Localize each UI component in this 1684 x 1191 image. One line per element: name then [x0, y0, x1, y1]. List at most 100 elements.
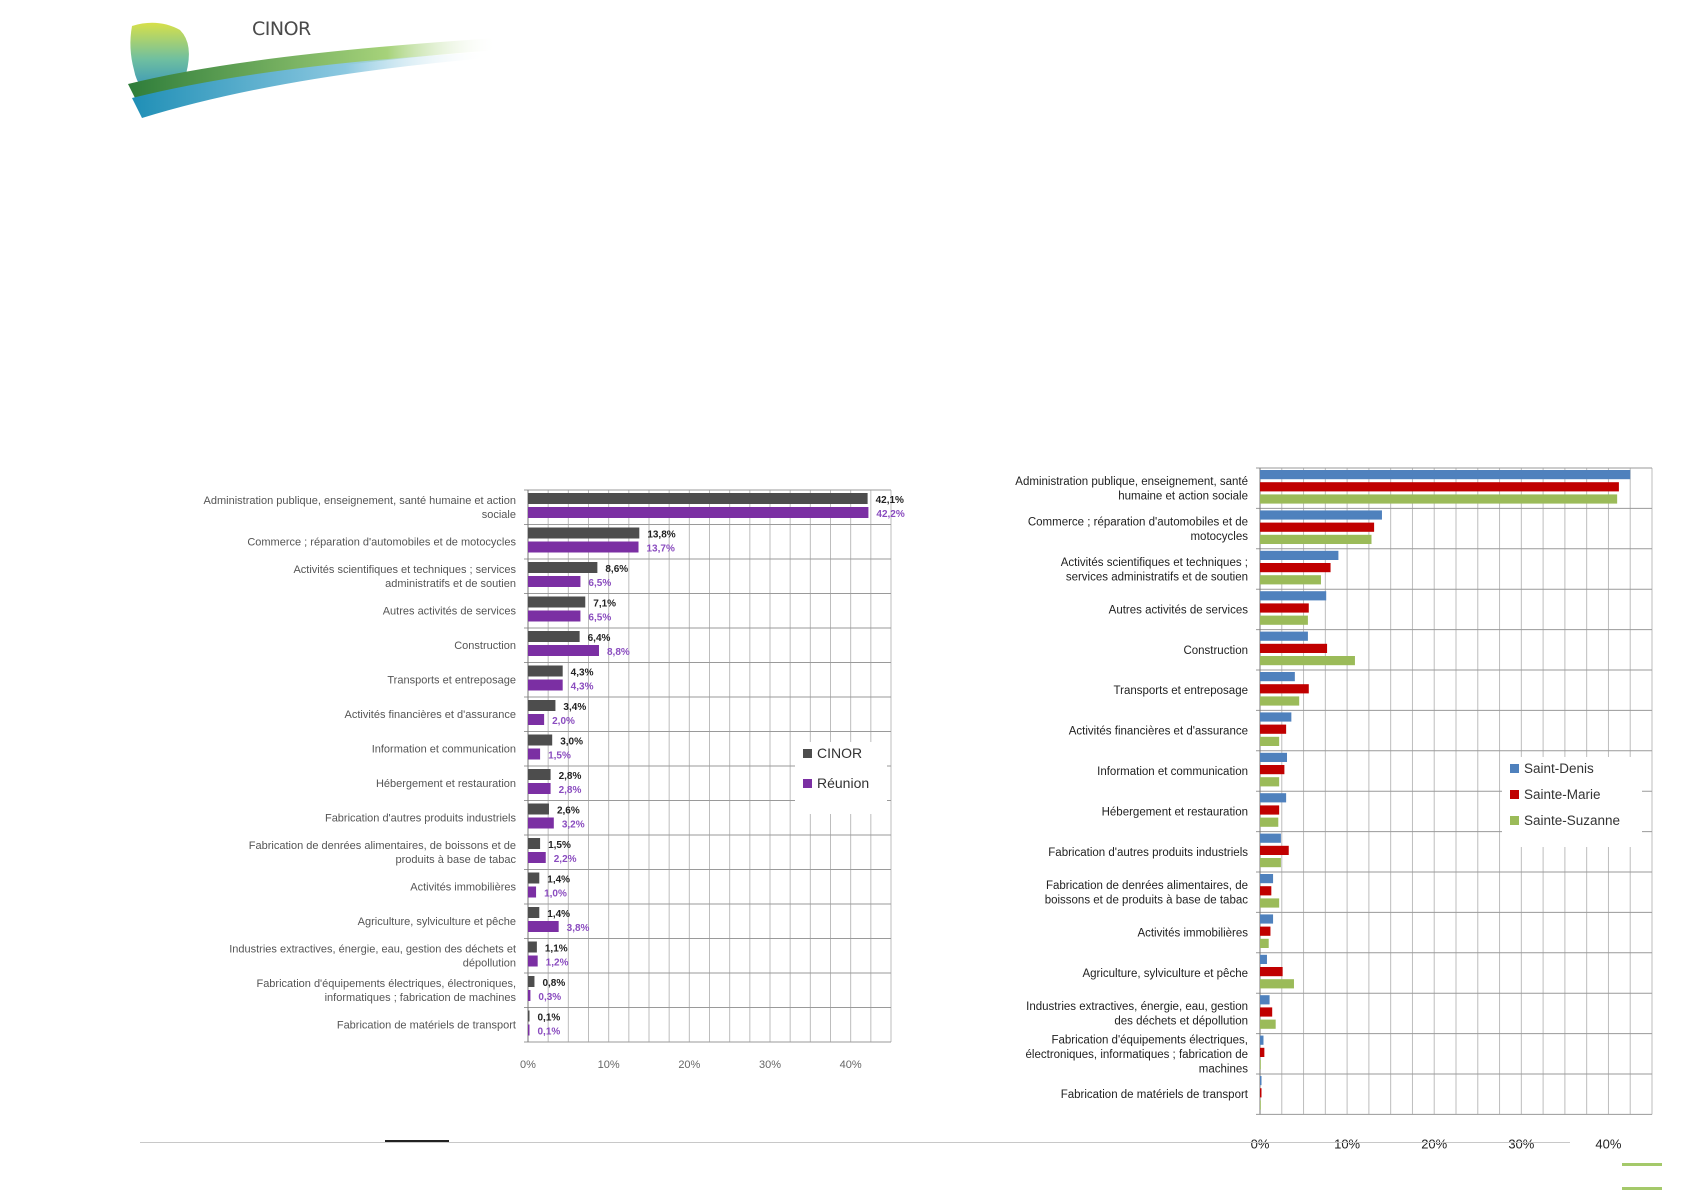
bar-reunion-7: [528, 748, 541, 760]
bar-cinor-15: [528, 1010, 530, 1022]
bar-sainte-suzanne-6: [1260, 736, 1280, 746]
data-label-cinor-12: 1,4%: [547, 909, 570, 920]
bar-cinor-6: [528, 700, 556, 711]
data-label-reunion-7: 1,5%: [548, 751, 571, 762]
bar-sainte-marie-11: [1260, 926, 1271, 936]
data-label-cinor-11: 1,4%: [547, 875, 570, 886]
bar-reunion-5: [528, 679, 563, 691]
category-label-construction: Construction: [1183, 645, 1248, 657]
x-tick-label: 30%: [1508, 1136, 1534, 1151]
category-label-fabrication-d-autres-produits-industriel: Fabrication d'autres produits industriel…: [325, 813, 517, 825]
bar-reunion-9: [528, 817, 554, 829]
bar-saint-denis-11: [1260, 914, 1274, 924]
category-label-activites-financieres-et-d-assurance: Activités financières et d'assurance: [345, 709, 516, 721]
bar-reunion-10: [528, 852, 546, 863]
bar-sainte-marie-12: [1260, 967, 1283, 977]
bar-reunion-1: [528, 541, 639, 553]
x-tick-label: 30%: [759, 1059, 781, 1071]
category-label-activites-scientifiques-et-techniques-se: Activités scientifiques et techniques ; …: [293, 564, 516, 590]
legend-label-reunion: Réunion: [817, 775, 869, 791]
bar-saint-denis-7: [1260, 752, 1288, 762]
bar-sainte-suzanne-8: [1260, 817, 1279, 827]
green-mark-1: [1622, 1163, 1662, 1166]
data-label-cinor-0: 42,1%: [876, 495, 904, 506]
data-label-cinor-5: 4,3%: [571, 668, 594, 679]
category-label-commerce-reparation-d-automobiles-et-de-: Commerce ; réparation d'automobiles et d…: [247, 537, 516, 549]
legend-swatch-sainte-marie: [1510, 790, 1519, 799]
bar-sainte-suzanne-14: [1260, 1060, 1261, 1070]
bar-saint-denis-4: [1260, 631, 1308, 641]
bar-sainte-suzanne-10: [1260, 898, 1280, 908]
category-label-construction: Construction: [454, 640, 516, 652]
data-label-cinor-8: 2,8%: [559, 771, 582, 782]
bar-cinor-8: [528, 769, 551, 780]
bar-reunion-0: [528, 507, 869, 518]
bar-reunion-2: [528, 576, 581, 587]
x-tick-label: 0%: [1251, 1136, 1270, 1151]
bar-reunion-15: [528, 1024, 530, 1036]
bar-sainte-suzanne-7: [1260, 777, 1280, 787]
bar-sainte-marie-5: [1260, 684, 1309, 694]
category-label-agriculture-sylviculture-et-peche: Agriculture, sylviculture et pêche: [358, 916, 516, 928]
bar-saint-denis-15: [1260, 1076, 1262, 1086]
bar-saint-denis-0: [1260, 470, 1631, 480]
bar-saint-denis-6: [1260, 712, 1292, 722]
bar-sainte-marie-6: [1260, 724, 1287, 734]
bar-sainte-suzanne-13: [1260, 1019, 1276, 1029]
bar-sainte-marie-10: [1260, 886, 1272, 896]
bar-sainte-marie-0: [1260, 482, 1619, 492]
category-label-administration-publique-enseignement-san: Administration publique, enseignement, s…: [1015, 476, 1248, 503]
bar-saint-denis-13: [1260, 995, 1270, 1005]
category-label-fabrication-de-materiels-de-transport: Fabrication de matériels de transport: [1061, 1089, 1249, 1101]
data-label-reunion-8: 2,8%: [559, 785, 582, 796]
bar-reunion-8: [528, 783, 551, 794]
data-label-reunion-12: 3,8%: [567, 923, 590, 934]
bar-sainte-marie-15: [1260, 1088, 1262, 1098]
bar-sainte-marie-8: [1260, 805, 1280, 815]
data-label-cinor-7: 3,0%: [560, 737, 583, 748]
data-label-reunion-4: 8,8%: [607, 647, 630, 658]
bar-saint-denis-10: [1260, 874, 1274, 884]
bar-sainte-suzanne-4: [1260, 656, 1355, 666]
bar-reunion-12: [528, 921, 559, 932]
bar-sainte-marie-1: [1260, 522, 1375, 532]
bar-sainte-marie-3: [1260, 603, 1309, 613]
bar-sainte-marie-13: [1260, 1007, 1273, 1017]
category-label-industries-extractives-energie-eau-gesti: Industries extractives, énergie, eau, ge…: [229, 944, 516, 970]
x-tick-label: 40%: [840, 1059, 862, 1071]
bar-cinor-4: [528, 631, 580, 642]
legend-label-sainte-marie: Sainte-Marie: [1524, 787, 1601, 802]
footer-dash: [385, 1140, 449, 1142]
category-label-fabrication-de-denrees-alimentaires-de-b: Fabrication de denrées alimentaires, de …: [249, 840, 517, 866]
category-label-autres-activites-de-services: Autres activités de services: [383, 606, 517, 618]
data-label-cinor-4: 6,4%: [588, 633, 611, 644]
legend: Saint-Denis Sainte-Marie Sainte-Suzanne: [1502, 757, 1642, 847]
legend-swatch-cinor: [803, 749, 812, 758]
bar-sainte-marie-7: [1260, 765, 1285, 775]
bar-sainte-marie-2: [1260, 563, 1331, 573]
bar-sainte-marie-4: [1260, 643, 1328, 653]
bar-sainte-suzanne-0: [1260, 494, 1618, 504]
data-label-cinor-3: 7,1%: [593, 599, 616, 610]
category-label-activites-scientifiques-et-techniques-se: Activités scientifiques et techniques ; s…: [1061, 557, 1248, 584]
data-label-cinor-10: 1,5%: [548, 840, 571, 851]
data-label-reunion-15: 0,1%: [538, 1027, 561, 1038]
category-label-commerce-reparation-d-automobiles-et-de-: Commerce ; réparation d'automobiles et d…: [1028, 516, 1248, 543]
bar-cinor-12: [528, 907, 540, 918]
bar-sainte-marie-9: [1260, 845, 1289, 855]
bar-cinor-1: [528, 527, 640, 539]
bar-sainte-suzanne-12: [1260, 979, 1294, 989]
data-label-cinor-9: 2,6%: [557, 806, 580, 817]
bar-reunion-11: [528, 886, 537, 898]
logo-graphic: [128, 22, 498, 118]
data-label-reunion-9: 3,2%: [562, 820, 585, 831]
category-label-autres-activites-de-services: Autres activités de services: [1109, 604, 1249, 616]
bar-cinor-7: [528, 734, 553, 746]
chart-communes: Administration publique, enseignement, s…: [920, 455, 1660, 1165]
data-label-reunion-1: 13,7%: [647, 544, 675, 555]
legend-label-cinor: CINOR: [817, 745, 862, 761]
data-label-cinor-14: 0,8%: [542, 978, 565, 989]
bar-reunion-14: [528, 990, 531, 1001]
bar-cinor-0: [528, 493, 868, 504]
bar-sainte-marie-14: [1260, 1047, 1265, 1057]
